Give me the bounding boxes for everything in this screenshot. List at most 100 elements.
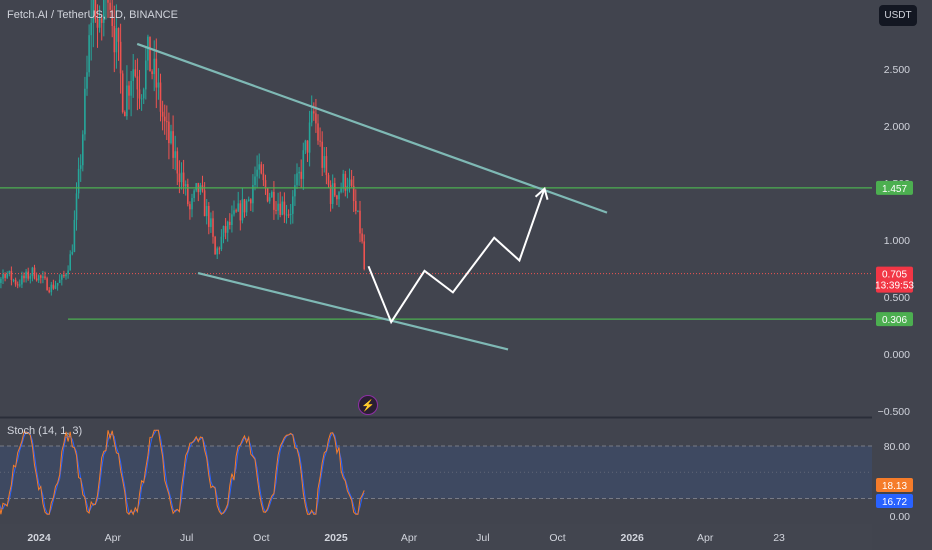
candle <box>245 200 248 213</box>
stoch-d-value: 16.72 <box>882 497 907 508</box>
candle <box>203 190 206 217</box>
candle <box>46 278 48 291</box>
candle <box>31 267 34 277</box>
candle <box>306 140 309 153</box>
candle <box>54 285 57 289</box>
candle <box>313 111 315 114</box>
candle <box>50 284 53 293</box>
candle <box>334 183 336 196</box>
candle <box>157 82 160 88</box>
candle <box>21 275 23 285</box>
lightning-icon[interactable]: ⚡ <box>358 395 378 415</box>
projection-path[interactable] <box>367 188 546 325</box>
candle <box>172 131 174 158</box>
support-badge-text: 0.306 <box>882 315 907 326</box>
candle <box>205 205 208 217</box>
candle <box>226 221 229 233</box>
candle <box>298 171 300 174</box>
candle <box>77 168 80 194</box>
price-tick-label: 0.500 <box>884 292 910 304</box>
candle <box>35 278 38 281</box>
candle <box>292 196 294 214</box>
candle <box>37 275 40 281</box>
candle <box>130 80 132 96</box>
candle <box>96 19 99 28</box>
candle <box>111 9 114 26</box>
candle <box>23 275 25 279</box>
candle <box>180 172 183 183</box>
candle <box>58 279 61 283</box>
candle <box>352 185 355 202</box>
candle <box>94 0 97 20</box>
candle <box>16 284 19 286</box>
candle <box>161 111 164 117</box>
candle <box>355 201 357 212</box>
candle <box>88 35 90 73</box>
time-tick-label: 2026 <box>621 532 645 544</box>
candle <box>235 210 237 212</box>
candle <box>176 151 179 174</box>
candle <box>268 197 271 202</box>
candle <box>132 69 135 81</box>
candle <box>0 278 2 283</box>
upper-trendline[interactable] <box>136 42 608 214</box>
candle <box>350 179 353 186</box>
candle <box>2 274 4 279</box>
candle <box>27 271 30 279</box>
candle <box>266 188 269 202</box>
quote-currency-button[interactable]: USDT <box>879 5 917 26</box>
candle <box>338 192 340 200</box>
stoch-tick-0: 0.00 <box>890 511 911 523</box>
candle <box>357 210 359 212</box>
candle <box>216 248 219 255</box>
candle <box>121 73 124 113</box>
candle <box>40 275 42 278</box>
candle <box>115 28 118 53</box>
current-price-badge <box>876 266 913 293</box>
time-tick-label: Oct <box>549 532 565 544</box>
candle <box>44 276 46 279</box>
candle <box>361 233 363 242</box>
candle <box>241 199 244 221</box>
stoch-indicator-label[interactable]: Stoch (14, 1, 3) <box>7 425 83 437</box>
candle <box>212 218 214 237</box>
candle <box>52 284 55 289</box>
candle <box>308 122 311 153</box>
candle <box>163 116 166 122</box>
candle <box>327 175 330 185</box>
candle <box>63 275 65 277</box>
candle <box>283 201 286 215</box>
candle <box>237 203 240 212</box>
candle <box>342 173 345 189</box>
candle <box>210 218 212 227</box>
candle <box>329 184 332 204</box>
lower-trendline[interactable] <box>197 271 509 351</box>
candle <box>61 275 63 280</box>
candle <box>33 267 36 279</box>
candle <box>281 201 284 215</box>
candle <box>233 210 235 215</box>
candle <box>73 219 76 252</box>
candle <box>258 164 261 170</box>
candle <box>302 150 305 179</box>
candle <box>75 193 78 220</box>
candle <box>84 88 86 135</box>
candle <box>315 113 317 124</box>
candle <box>100 18 103 23</box>
candle <box>187 184 189 205</box>
candle <box>92 0 95 23</box>
time-tick-label: Jul <box>476 532 489 544</box>
chart-title: Fetch.AI / TetherUS, 1D, BINANCE <box>7 9 178 21</box>
candle <box>86 72 88 89</box>
candle <box>214 236 216 255</box>
candle <box>239 203 242 221</box>
candle <box>208 205 210 227</box>
candle <box>256 169 258 177</box>
candle <box>113 25 116 53</box>
candle <box>136 76 139 90</box>
time-tick-label: 2025 <box>324 532 348 544</box>
time-tick-label: 23 <box>773 532 785 544</box>
candle <box>264 180 267 189</box>
